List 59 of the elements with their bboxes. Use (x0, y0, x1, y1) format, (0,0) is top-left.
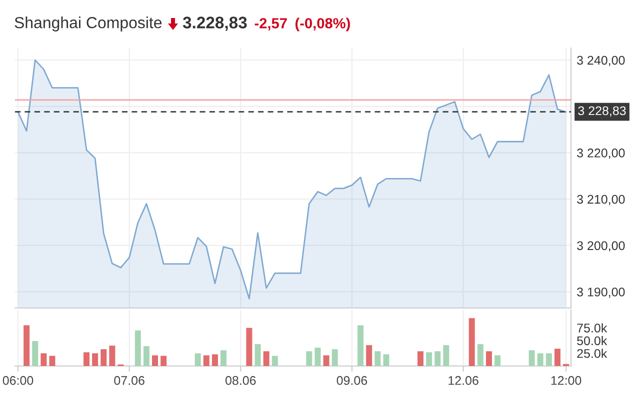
bar (143, 346, 150, 366)
bar (212, 354, 218, 366)
bar (32, 341, 38, 366)
bar (417, 351, 424, 366)
text: (-0,08%) (295, 18, 350, 32)
bar (49, 356, 56, 366)
bar (263, 351, 270, 366)
bar (152, 355, 158, 366)
bar (100, 349, 107, 366)
bar (92, 353, 98, 366)
bar (434, 351, 441, 366)
y-tick-label: 3 210,00 (577, 194, 625, 206)
bar (537, 353, 544, 366)
bar (468, 318, 475, 366)
y-tick-label: 50.0k (577, 336, 608, 346)
bar (109, 346, 116, 366)
bar (323, 355, 330, 366)
bar (477, 344, 484, 366)
bar (272, 356, 278, 366)
bar (84, 352, 90, 366)
x-tick-label: 06:00 (2, 376, 34, 385)
text: -2,57 (254, 18, 287, 31)
bar (366, 345, 372, 366)
bar (134, 330, 141, 366)
bar (203, 355, 210, 366)
x-tick-label: 08.06 (225, 376, 256, 385)
bar (40, 353, 47, 366)
bar (220, 350, 227, 366)
bar (254, 344, 261, 366)
x-tick-label: 12:00 (551, 376, 582, 385)
x-tick-label: 09.06 (336, 376, 368, 385)
bar (546, 353, 552, 366)
bar (383, 354, 390, 366)
y-tick-label: 3 200,00 (577, 241, 625, 252)
bar (358, 325, 364, 366)
ref-line-label: 3 228,83 (578, 106, 626, 117)
bar (528, 350, 535, 366)
bar (24, 325, 30, 366)
text: 3.228,83 (182, 16, 247, 31)
y-tick-label: 25.0k (577, 348, 608, 358)
bar (486, 351, 492, 366)
y-tick-label: 3 240,00 (577, 56, 625, 66)
bar (160, 356, 167, 366)
bar (314, 348, 321, 366)
chart-title: Shanghai Composite (14, 16, 162, 32)
y-tick-label: 3 190,00 (577, 288, 625, 298)
bar (246, 328, 252, 366)
x-tick-label: 07.06 (114, 376, 144, 385)
x-tick-label: 12.06 (448, 376, 478, 385)
bar (194, 353, 201, 366)
bar (554, 348, 560, 366)
bar (426, 352, 432, 366)
bar (443, 345, 450, 366)
y-tick-label: 75.0k (577, 323, 608, 332)
bar (306, 351, 312, 366)
y-tick-label: 3 220,00 (577, 148, 625, 159)
bar (374, 351, 381, 366)
bar (332, 349, 338, 366)
bar (494, 355, 501, 366)
